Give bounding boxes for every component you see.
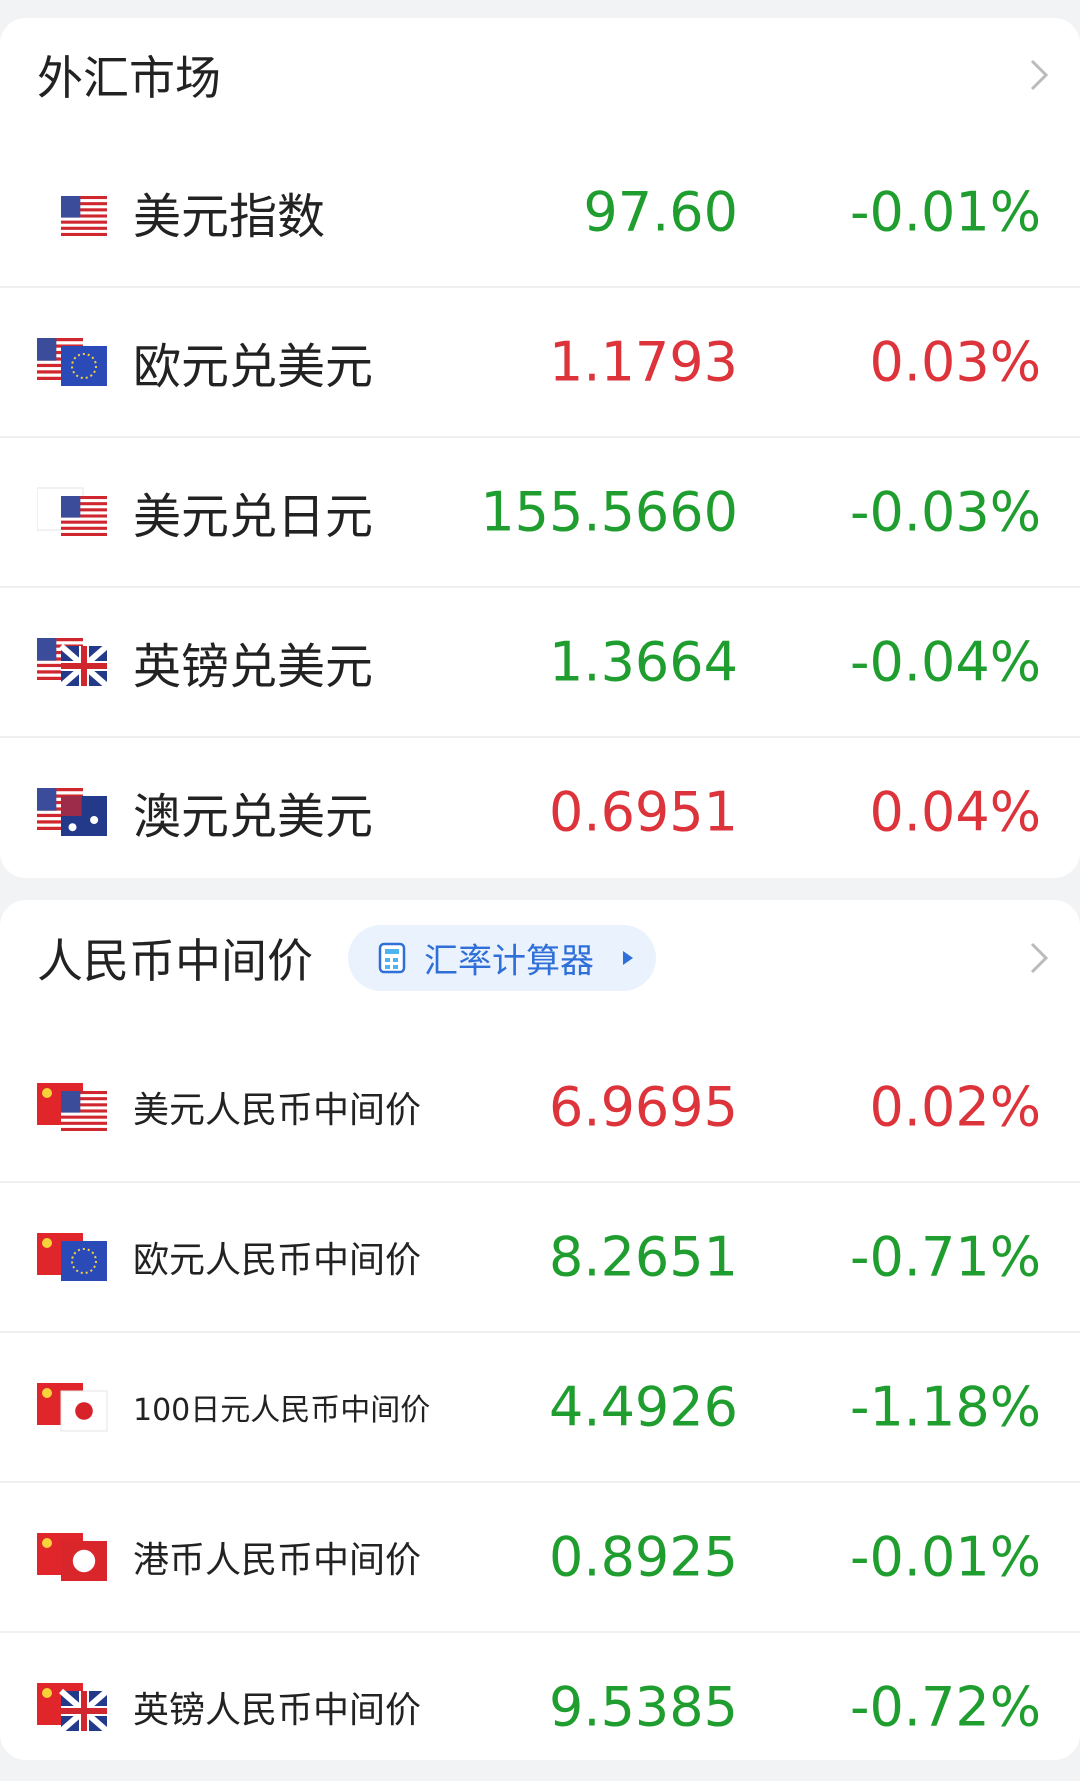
- flag-icon: [37, 338, 107, 386]
- quote-change: -1.18%: [849, 1375, 1041, 1439]
- quote-price: 1.3664: [549, 630, 738, 694]
- quote-name: 英镑兑美元: [133, 639, 374, 695]
- quote-name: 港币人民币中间价: [133, 1540, 422, 1581]
- quote-change: 0.03%: [869, 330, 1041, 394]
- quote-row[interactable]: 英镑兑美元 1.3664 -0.04%: [0, 588, 1080, 738]
- flag-icon: [37, 1683, 109, 1733]
- quote-price: 0.6951: [549, 780, 738, 844]
- forex-card: 外汇市场 美元指数 97.60 -0.01% 欧元兑美元 1.1793 0.03% 美元兑日…: [0, 18, 1080, 878]
- quote-change: -0.72%: [849, 1675, 1041, 1739]
- quote-change: -0.01%: [849, 180, 1041, 244]
- quote-price: 155.5660: [480, 480, 738, 544]
- quote-name: 欧元人民币中间价: [133, 1240, 422, 1281]
- quote-row[interactable]: 欧元兑美元 1.1793 0.03%: [0, 288, 1080, 438]
- flag-icon: [37, 638, 109, 688]
- flag-icon: [37, 487, 107, 536]
- quote-row[interactable]: 澳元兑美元 0.6951 0.04%: [0, 738, 1080, 886]
- section-title[interactable]: 外汇市场: [37, 51, 221, 105]
- chevron[interactable]: [1024, 938, 1054, 978]
- quote-price: 8.2651: [549, 1225, 738, 1289]
- calculator-button[interactable]: 汇率计算器: [348, 925, 656, 991]
- quote-name: 澳元兑美元: [133, 789, 374, 845]
- quote-change: -0.01%: [849, 1525, 1041, 1589]
- badge-label: 汇率计算器: [424, 941, 594, 982]
- quote-name: 欧元兑美元: [133, 339, 374, 395]
- badge-arrow: [623, 951, 633, 965]
- quote-row[interactable]: 美元人民币中间价 6.9695 0.02%: [0, 1033, 1080, 1183]
- flag-icon: [37, 788, 107, 836]
- quote-price: 97.60: [583, 180, 738, 244]
- flag-icon: [61, 196, 107, 236]
- page: 外汇市场 美元指数 97.60 -0.01% 欧元兑美元 1.1793 0.03% 美元兑日…: [0, 18, 1080, 1760]
- section-title[interactable]: 人民币中间价: [37, 934, 313, 988]
- quote-name: 美元指数: [133, 189, 326, 245]
- quote-row[interactable]: 港币人民币中间价 0.8925 -0.01%: [0, 1483, 1080, 1633]
- flag-icon: [37, 1533, 107, 1581]
- quote-price: 6.9695: [549, 1075, 738, 1139]
- flag-icon: [37, 1383, 108, 1432]
- quote-price: 1.1793: [549, 330, 738, 394]
- quote-row[interactable]: 100日元人民币中间价 4.4926 -1.18%: [0, 1333, 1080, 1483]
- cny-card: 人民币中间价 汇率计算器 美元人民币中间价 6.9695 0.02% 欧元人民币中间价…: [0, 900, 1080, 1760]
- flag-icon: [37, 1233, 107, 1281]
- chevron[interactable]: [1024, 55, 1054, 95]
- calculator-icon: [378, 942, 406, 974]
- quote-change: -0.71%: [849, 1225, 1041, 1289]
- quote-price: 4.4926: [549, 1375, 738, 1439]
- quote-change: 0.02%: [869, 1075, 1041, 1139]
- quote-change: 0.04%: [869, 780, 1041, 844]
- quote-price: 0.8925: [549, 1525, 738, 1589]
- quote-change: -0.04%: [849, 630, 1041, 694]
- quote-name: 100日元人民币中间价: [133, 1393, 431, 1428]
- quote-change: -0.03%: [849, 480, 1041, 544]
- quote-name: 美元兑日元: [133, 489, 374, 545]
- quote-row[interactable]: 美元兑日元 155.5660 -0.03%: [0, 438, 1080, 588]
- quote-row[interactable]: 英镑人民币中间价 9.5385 -0.72%: [0, 1633, 1080, 1781]
- quote-name: 美元人民币中间价: [133, 1090, 422, 1131]
- quote-name: 英镑人民币中间价: [133, 1690, 422, 1731]
- quote-row[interactable]: 欧元人民币中间价 8.2651 -0.71%: [0, 1183, 1080, 1333]
- flag-icon: [37, 1083, 107, 1131]
- quote-row[interactable]: 美元指数 97.60 -0.01%: [0, 138, 1080, 288]
- quote-price: 9.5385: [549, 1675, 738, 1739]
